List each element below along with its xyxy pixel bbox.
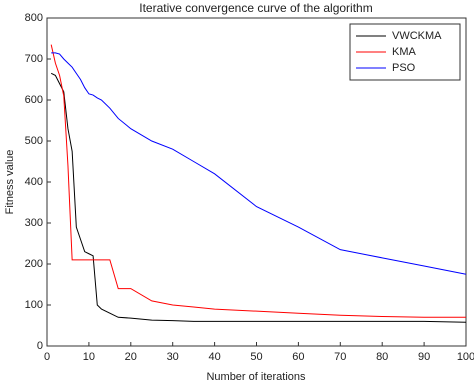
- y-axis-label: Fitness value: [4, 150, 16, 215]
- x-tick-label: 60: [292, 351, 304, 363]
- x-tick-label: 50: [250, 351, 262, 363]
- chart-title: Iterative convergence curve of the algor…: [139, 1, 372, 15]
- y-tick-label: 0: [37, 340, 43, 352]
- y-tick-label: 200: [25, 258, 43, 270]
- x-tick-label: 40: [208, 351, 220, 363]
- series-line: [50, 44, 466, 318]
- series-line: [51, 52, 467, 275]
- x-tick-label: 100: [457, 351, 474, 363]
- x-tick-label: 80: [376, 351, 388, 363]
- y-tick-label: 800: [25, 12, 43, 24]
- x-tick-label: 20: [125, 351, 137, 363]
- y-tick-label: 500: [25, 135, 43, 147]
- x-tick-label: 90: [418, 351, 430, 363]
- legend-label: VWCKMA: [392, 30, 442, 42]
- y-tick-label: 700: [25, 53, 43, 65]
- y-tick-label: 400: [25, 176, 43, 188]
- x-axis-label: Number of iterations: [206, 371, 306, 383]
- x-tick-label: 30: [167, 351, 179, 363]
- series-line: [50, 72, 467, 323]
- y-tick-label: 100: [25, 299, 43, 311]
- y-tick-label: 300: [25, 217, 43, 229]
- y-tick-label: 600: [25, 94, 43, 106]
- x-tick-label: 70: [334, 351, 346, 363]
- legend-label: KMA: [392, 46, 417, 58]
- legend-box: [349, 23, 461, 81]
- x-tick-label: 10: [83, 351, 95, 363]
- legend-label: PSO: [392, 62, 416, 74]
- x-tick-label: 0: [44, 351, 50, 363]
